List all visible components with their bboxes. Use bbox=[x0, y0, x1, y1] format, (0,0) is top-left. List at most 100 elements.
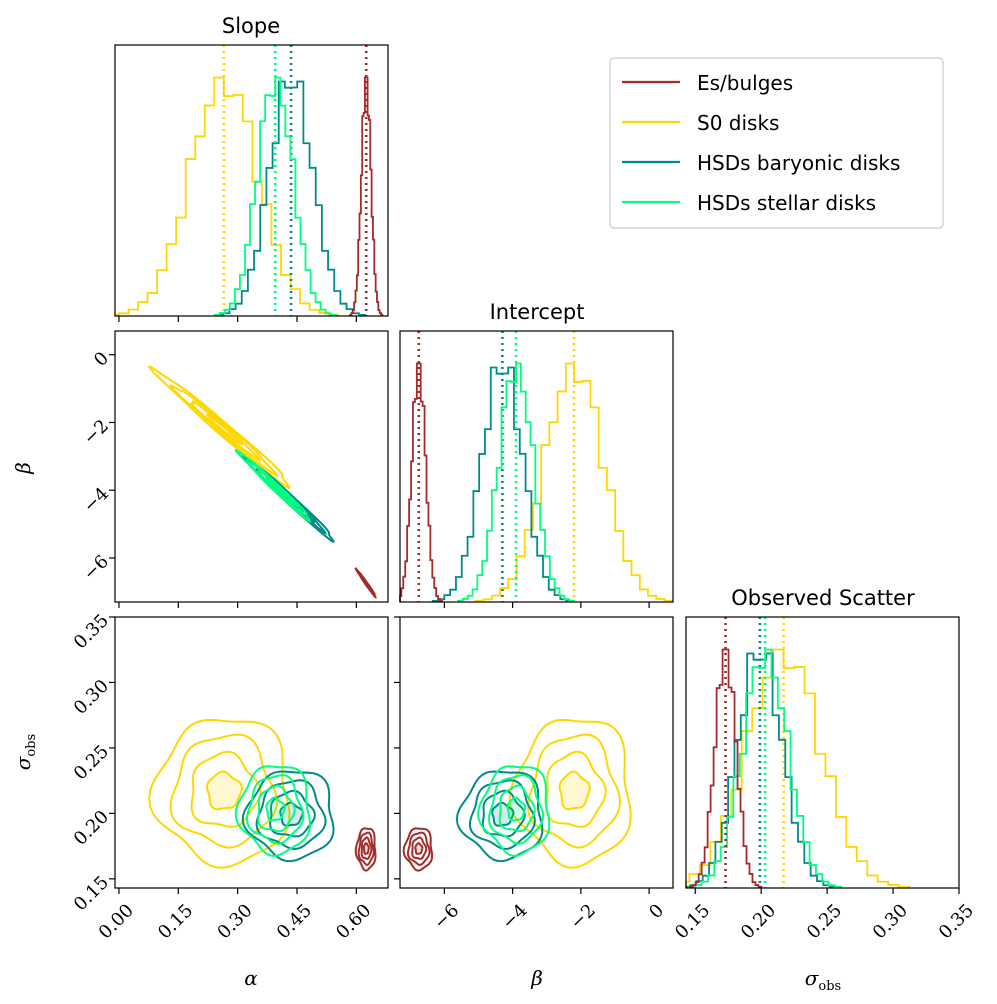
hist-h1-es-bulges bbox=[399, 362, 443, 602]
contours-ab-s0-disks-level-1 bbox=[205, 413, 243, 447]
contours-as-hsds-stellar-disks-core-fill bbox=[266, 797, 285, 821]
contours-as-es-bulges-level-2 bbox=[360, 836, 373, 861]
frame-alpha-sigma bbox=[114, 616, 389, 889]
ylabel-sigma-sub: obs bbox=[24, 734, 39, 757]
legend-box bbox=[609, 57, 944, 229]
contours-as-hsds-stellar-disks-level-1 bbox=[265, 796, 286, 822]
ytick-label-as-2: 0.25 bbox=[70, 741, 113, 784]
contours-as-s0-disks bbox=[148, 718, 291, 869]
xlabel-alpha: α bbox=[244, 966, 258, 990]
xtick-label-h2-2: 0.25 bbox=[803, 900, 846, 943]
frame-slope-hist bbox=[114, 44, 389, 317]
legend-label-hsds-baryonic: HSDs baryonic disks bbox=[697, 151, 900, 175]
hist-h2-es-bulges bbox=[688, 648, 763, 888]
ylabel-beta: β bbox=[11, 462, 35, 475]
contours-as-s0-disks-level-3 bbox=[169, 733, 279, 849]
xlabel-sigma-sub: obs bbox=[818, 979, 841, 994]
frame-intercept-hist bbox=[399, 330, 674, 603]
contours-bs-hsds-stellar-disks-core-fill bbox=[507, 797, 526, 821]
contours-bs-hsds-baryonic-disks-level-2 bbox=[481, 789, 526, 838]
contours-bs-es-bulges-level-3 bbox=[406, 831, 431, 866]
contours-as-hsds-baryonic-disks-core-fill bbox=[280, 802, 303, 826]
contours-bs-hsds-stellar-disks-level-3 bbox=[487, 774, 545, 845]
xtick-label-h2-4: 0.35 bbox=[935, 900, 978, 943]
xtick-label-bs-2: −2 bbox=[566, 900, 600, 934]
legend-label-hsds-stellar: HSDs stellar disks bbox=[697, 191, 876, 215]
contours-bs-es-bulges bbox=[402, 827, 434, 872]
contours-as-es-bulges-level-4 bbox=[354, 827, 377, 872]
xtick-label-as-2: 0.30 bbox=[213, 900, 256, 943]
title-intercept: Intercept bbox=[490, 300, 585, 324]
contours-as-s0-disks-level-2 bbox=[190, 750, 262, 828]
title-scatter: Observed Scatter bbox=[731, 586, 915, 610]
contours-as-hsds-baryonic-disks-level-1 bbox=[279, 801, 304, 827]
ylabel-sigma: σobs bbox=[11, 734, 39, 770]
title-slope: Slope bbox=[222, 14, 280, 38]
xtick-label-as-4: 0.60 bbox=[332, 900, 375, 943]
contours-as-hsds-stellar-disks-level-2 bbox=[257, 784, 296, 833]
xtick-label-as-0: 0.00 bbox=[95, 900, 138, 943]
frame-alpha-beta bbox=[114, 330, 389, 603]
contours-bs-s0-disks-level-2 bbox=[545, 750, 607, 828]
contours-bs-es-bulges-level-4 bbox=[402, 827, 434, 872]
xtick-label-bs-3: 0 bbox=[645, 900, 668, 923]
ytick-label-as-3: 0.30 bbox=[70, 676, 113, 719]
contours-bs-hsds-stellar-disks-level-1 bbox=[506, 796, 527, 822]
xtick-label-h2-0: 0.15 bbox=[671, 900, 714, 943]
xlabel-sigma: σobs bbox=[805, 966, 841, 994]
contours-ab-hsds-stellar-disks bbox=[234, 448, 312, 523]
contours-as-hsds-baryonic-disks-level-4 bbox=[241, 770, 335, 863]
xlabel-sigma-base: σ bbox=[805, 966, 820, 990]
contours-as-es-bulges-level-3 bbox=[357, 831, 375, 866]
contours-ab-s0-disks bbox=[147, 365, 291, 490]
contours-as-hsds-stellar-disks-level-4 bbox=[234, 765, 312, 857]
xtick-label-h2-3: 0.30 bbox=[869, 900, 912, 943]
contours-as-hsds-stellar-disks bbox=[234, 765, 312, 857]
contours-as-s0-disks-core-fill bbox=[207, 771, 242, 810]
legend-label-s0-disks: S0 disks bbox=[697, 111, 779, 135]
contours-bs-s0-disks-core-fill bbox=[559, 771, 590, 810]
panel-alpha-sigma bbox=[115, 617, 388, 888]
contours-bs-s0-disks-level-4 bbox=[508, 718, 632, 869]
hist-h0-hsds-stellar-disks bbox=[213, 76, 337, 316]
ytick-label-as-4: 0.35 bbox=[70, 610, 113, 653]
xtick-label-h2-1: 0.20 bbox=[737, 900, 780, 943]
contours-ab-s0-disks-level-2 bbox=[190, 400, 262, 462]
hist-h2-hsds-stellar-disks bbox=[688, 648, 843, 888]
hist-h1-s0-disks bbox=[474, 362, 674, 602]
contours-ab-es-bulges bbox=[354, 567, 377, 600]
hist-h1-hsds-stellar-disks bbox=[457, 362, 575, 602]
contours-as-hsds-baryonic-disks-level-2 bbox=[269, 789, 316, 838]
xlabel-beta: β bbox=[530, 966, 543, 990]
panel-intercept-hist bbox=[400, 331, 673, 602]
contours-ab-es-bulges-level-4 bbox=[354, 567, 377, 600]
ytick-label-ab-3: 0 bbox=[90, 348, 113, 371]
contours-bs-es-bulges-level-1 bbox=[414, 842, 424, 855]
ytick-label-as-0: 0.15 bbox=[70, 872, 113, 915]
ylabel-sigma-base: σ bbox=[11, 755, 35, 770]
contours-bs-hsds-stellar-disks-level-4 bbox=[477, 765, 551, 857]
contours-bs-hsds-stellar-disks bbox=[477, 765, 551, 857]
xtick-label-bs-0: −6 bbox=[430, 900, 464, 934]
ytick-label-ab-2: −2 bbox=[79, 416, 113, 450]
contours-ab-hsds-stellar-disks-level-2 bbox=[257, 469, 296, 507]
xtick-label-bs-1: −4 bbox=[498, 900, 532, 934]
hist-h0-s0-disks bbox=[114, 76, 340, 316]
ytick-label-ab-0: −6 bbox=[79, 551, 113, 585]
contours-bs-s0-disks bbox=[508, 718, 632, 869]
hist-h0-es-bulges bbox=[349, 76, 384, 316]
contours-as-es-bulges bbox=[354, 827, 377, 872]
contours-as-s0-disks-level-1 bbox=[205, 770, 243, 811]
contours-as-es-bulges-level-1 bbox=[362, 842, 370, 855]
ytick-label-ab-1: −4 bbox=[79, 483, 113, 517]
panel-scatter-hist bbox=[686, 617, 959, 888]
panel-beta-sigma bbox=[400, 617, 673, 888]
xtick-label-as-1: 0.15 bbox=[154, 900, 197, 943]
frame-beta-sigma bbox=[399, 616, 674, 889]
contours-bs-s0-disks-level-1 bbox=[558, 770, 591, 811]
contours-as-s0-disks-level-4 bbox=[148, 718, 291, 869]
contours-ab-s0-disks-level-3 bbox=[169, 384, 279, 477]
xtick-label-as-3: 0.45 bbox=[273, 900, 316, 943]
frame-scatter-hist bbox=[685, 616, 960, 889]
